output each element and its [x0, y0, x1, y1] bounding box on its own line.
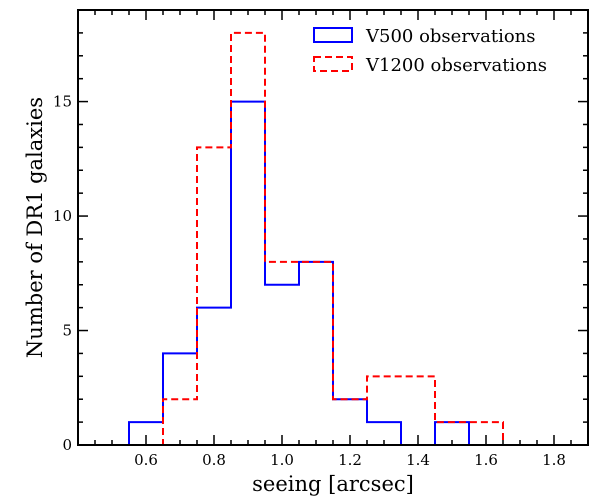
x-tick-label: 1.6	[474, 451, 498, 469]
x-axis-label: seeing [arcsec]	[252, 472, 414, 496]
y-axis-label: Number of DR1 galaxies	[23, 97, 47, 358]
y-tick-label: 5	[62, 322, 72, 340]
x-tick-label: 1.4	[406, 451, 430, 469]
plot-frame	[77, 9, 589, 446]
y-tick-label: 10	[53, 207, 72, 225]
y-tick-label: 15	[53, 93, 72, 111]
legend: V500 observations V1200 observations	[313, 26, 547, 76]
x-tick-label: 1.0	[270, 451, 294, 469]
legend-swatch-v1200	[313, 56, 353, 72]
series-v500-step	[128, 100, 503, 446]
x-tick-label: 1.2	[338, 451, 362, 469]
y-tick-label: 0	[62, 436, 72, 454]
histogram-series	[128, 31, 504, 446]
x-tick-label: 1.8	[542, 451, 566, 469]
legend-swatch-v500	[313, 27, 353, 43]
series-v1200-step	[129, 31, 504, 446]
tick-labels: 0.6 0.8 1.0 1.2 1.4 1.6 1.8 0 5 10 15	[53, 93, 566, 469]
x-tick-label: 0.6	[134, 451, 158, 469]
legend-label-v1200: V1200 observations	[365, 55, 547, 76]
x-tick-label: 0.8	[202, 451, 226, 469]
legend-label-v500: V500 observations	[365, 26, 536, 47]
